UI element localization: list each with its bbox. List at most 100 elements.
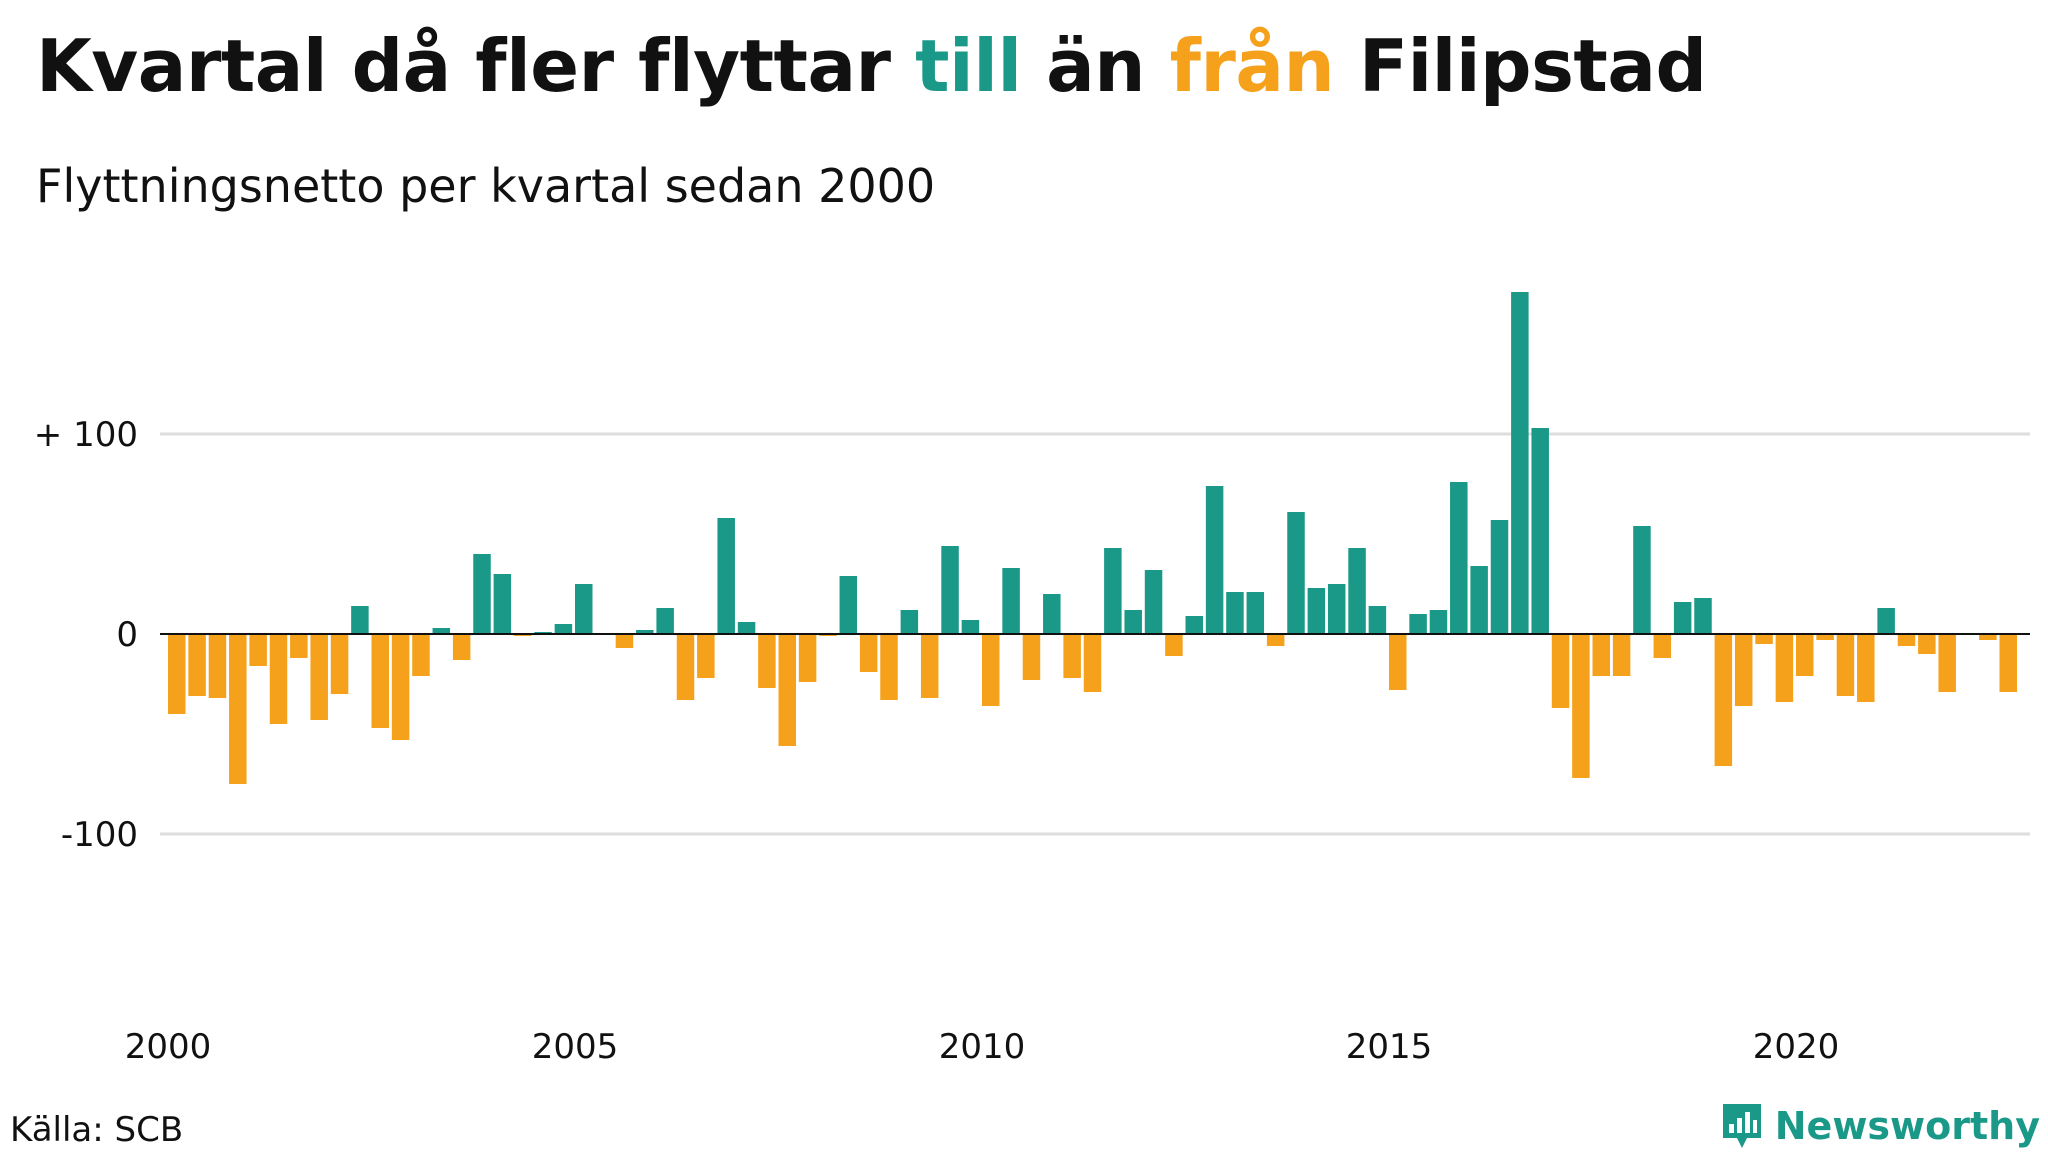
- bar: 2011 Q1: -22: [1063, 634, 1081, 678]
- bar: 2011 Q3: 43: [1104, 548, 1122, 634]
- bar: 2013 Q4: 61: [1287, 512, 1305, 634]
- source-note: Källa: SCB: [10, 1110, 184, 1150]
- bar: 2005 Q1: 25: [575, 584, 593, 634]
- bar: 2010 Q3: -23: [1022, 634, 1041, 680]
- bar: 2014 Q1: 23: [1307, 588, 1326, 634]
- bar: 2002 Q4: -53: [391, 634, 410, 740]
- y-tick-label: -100: [61, 815, 138, 855]
- x-tick-label: 2000: [125, 1027, 212, 1067]
- bar: 2018 Q3: 16: [1673, 602, 1692, 634]
- bar: 2005 Q3: -7: [615, 634, 634, 648]
- bar: 2004 Q1: 30: [493, 574, 512, 634]
- bar: 2020 Q4: -34: [1857, 634, 1875, 702]
- bar: 2015 Q2: 10: [1409, 614, 1427, 634]
- bar: 2007 Q1: 6: [737, 622, 756, 634]
- bar: 2001 Q4: -43: [310, 634, 328, 720]
- bar: 2007 Q2: -27: [758, 634, 776, 688]
- bar: 2018 Q1: 54: [1633, 526, 1651, 634]
- bar: 2019 Q1: -66: [1714, 634, 1733, 766]
- bar: 2006 Q1: 13: [656, 608, 674, 634]
- bar: 2021 Q1: 13: [1877, 608, 1895, 634]
- bar: 2019 Q4: -34: [1775, 634, 1794, 702]
- bar: 2012 Q2: -11: [1165, 634, 1183, 656]
- title-part2: än: [1021, 24, 1170, 108]
- bar: 2000 Q1: -40: [168, 634, 186, 714]
- bar: 2010 Q4: 20: [1043, 594, 1061, 634]
- title-part3: Filipstad: [1334, 24, 1707, 108]
- bar: 2009 Q1: 12: [900, 610, 919, 634]
- bar: 2018 Q4: 18: [1694, 598, 1712, 634]
- bar: 2000 Q3: -32: [208, 634, 227, 698]
- bar: 2013 Q3: -6: [1266, 634, 1285, 646]
- bar: 2000 Q4: -75: [229, 634, 247, 784]
- title-part1: Kvartal då fler flyttar: [36, 24, 916, 108]
- axes: + 100 0 -100 2000 2005 2010 2015 2020: [34, 415, 2030, 1067]
- x-tick-label: 2005: [532, 1027, 619, 1067]
- chart-title: Kvartal då fler flyttar till än från Fil…: [36, 18, 1707, 114]
- title-till: till: [915, 24, 1022, 108]
- gridlines: [160, 432, 2030, 836]
- bar: 2002 Q3: -47: [371, 634, 389, 728]
- bar: 2001 Q1: -16: [249, 634, 267, 666]
- bar: 2022 Q3: -29: [1999, 634, 2017, 692]
- bar: 2009 Q4: 7: [961, 620, 980, 634]
- bar: 2009 Q3: 44: [941, 546, 959, 634]
- bar: 2019 Q3: -5: [1755, 634, 1773, 644]
- bar: 2006 Q4: 58: [717, 518, 735, 634]
- bar: 2011 Q2: -29: [1083, 634, 1102, 692]
- bar: 2007 Q4: -24: [798, 634, 817, 682]
- bar: 2020 Q2: -3: [1816, 634, 1834, 640]
- bar: 2021 Q2: -6: [1897, 634, 1916, 646]
- title-fran: från: [1169, 24, 1335, 108]
- newsworthy-logo-icon: [1722, 1104, 1761, 1148]
- bars: 2000 Q1: -402000 Q2: -312000 Q3: -322000…: [168, 292, 2017, 784]
- bar: 2013 Q2: 21: [1246, 592, 1265, 634]
- bar: 2008 Q4: -33: [880, 634, 898, 700]
- bar: 2017 Q4: -21: [1612, 634, 1631, 676]
- bar: 2009 Q2: -32: [920, 634, 939, 698]
- x-tick-label: 2020: [1753, 1027, 1840, 1067]
- bar: 2015 Q1: -28: [1389, 634, 1407, 690]
- bar: 2016 Q3: 171: [1511, 292, 1529, 634]
- bar: 2003 Q1: -21: [412, 634, 430, 676]
- bar: 2022 Q2: -3: [1979, 634, 1997, 640]
- bar: 2001 Q2: -45: [269, 634, 288, 724]
- bar: 2006 Q3: -22: [697, 634, 715, 678]
- bar: 2002 Q2: 14: [351, 606, 369, 634]
- bar: 2017 Q1: -37: [1551, 634, 1570, 708]
- brand-name: Newsworthy: [1774, 1104, 2040, 1148]
- bar: 2012 Q4: 74: [1205, 486, 1224, 634]
- bar: 2017 Q3: -21: [1592, 634, 1610, 676]
- bar: 2010 Q2: 33: [1002, 568, 1020, 634]
- bar: 2007 Q3: -56: [778, 634, 796, 746]
- bar: 2021 Q3: -10: [1918, 634, 1936, 654]
- x-tick-label: 2015: [1346, 1027, 1433, 1067]
- bar: 2014 Q2: 25: [1327, 584, 1346, 634]
- bar: 2003 Q3: -13: [452, 634, 471, 660]
- bar: 2016 Q2: 57: [1490, 520, 1509, 634]
- bar: 2017 Q2: -72: [1572, 634, 1590, 778]
- bar: 2012 Q3: 9: [1185, 616, 1203, 634]
- y-tick-label: + 100: [34, 415, 138, 455]
- bar: 2010 Q1: -36: [982, 634, 1000, 706]
- bar: 2012 Q1: 32: [1144, 570, 1163, 634]
- bar: 2014 Q4: 14: [1368, 606, 1387, 634]
- bar: 2014 Q3: 43: [1348, 548, 1366, 634]
- bar: 2015 Q3: 12: [1429, 610, 1448, 634]
- bar: 2016 Q4: 103: [1531, 428, 1549, 634]
- bar: 2006 Q2: -33: [676, 634, 695, 700]
- bar: 2008 Q3: -19: [859, 634, 878, 672]
- bar: 2020 Q3: -31: [1836, 634, 1855, 696]
- bar: 2018 Q2: -12: [1653, 634, 1672, 658]
- bar: 2013 Q1: 21: [1226, 592, 1244, 634]
- bar: 2016 Q1: 34: [1470, 566, 1488, 634]
- bar: 2003 Q2: 3: [432, 628, 451, 634]
- brand-logo: Newsworthy: [1719, 1100, 2040, 1152]
- bar: 2011 Q4: 12: [1124, 610, 1142, 634]
- x-tick-label: 2010: [939, 1027, 1026, 1067]
- bar: 2005 Q4: 2: [636, 630, 654, 634]
- bar: 2021 Q4: -29: [1938, 634, 1956, 692]
- bar: 2004 Q4: 5: [554, 624, 573, 634]
- bar: 2015 Q4: 76: [1450, 482, 1468, 634]
